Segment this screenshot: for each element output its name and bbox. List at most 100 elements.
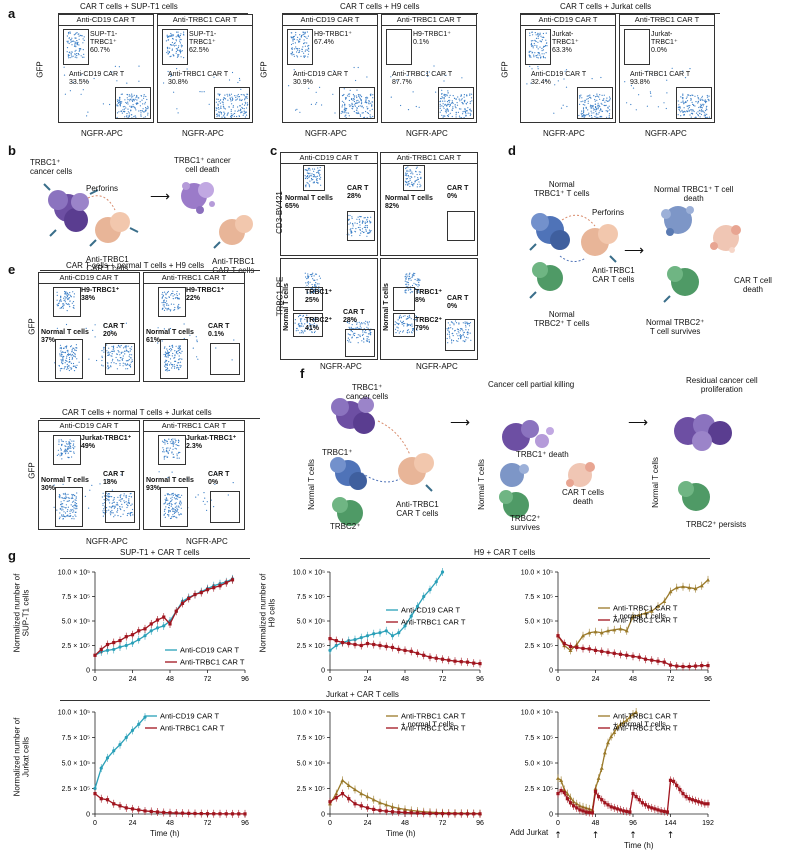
c-gate-label: TRBC1⁺ 25% [305,289,333,304]
g-ytick-label: 7.5 × 10⁵ [62,735,90,742]
a-plot-title: Anti-CD19 CAR T [283,15,377,26]
e-gate [53,435,81,465]
a-dot [232,97,234,100]
g-ytick-label: 0 [549,668,553,675]
g-point [581,633,585,638]
a-dot [215,107,217,109]
a-dot [180,39,182,41]
a-dot [120,110,122,112]
c-gate-label: TRBC2⁺ 41% [305,317,333,332]
g-xtick-label: 0 [328,820,332,827]
a-dot [443,97,445,99]
a-dot [132,104,134,106]
a-dot [118,66,120,68]
g-point [649,609,654,613]
a-dot [682,98,684,100]
a-dot [599,98,601,100]
a-dot [454,106,456,108]
g-point [640,801,644,805]
a-dot [361,106,363,108]
c-dot [309,281,311,283]
g-point [118,804,122,808]
a-dot [348,115,350,117]
a-dot [355,112,357,114]
c-dot [405,275,407,277]
a-dot [226,114,228,116]
c-dot [408,277,410,280]
a-dot [245,111,247,113]
a-dot [171,44,173,46]
a-dot [542,46,544,48]
a-dot [407,109,410,111]
a-dot [226,93,228,95]
a-dot [172,35,174,37]
a-top-label: H9-TRBC1⁺ 0.1% [413,31,451,46]
f-normal-label: Normal T cells [306,459,316,510]
g-point [93,786,97,791]
a-dot [531,45,533,47]
a-dot [454,104,456,106]
a-dot [537,57,539,59]
g-point [118,639,122,643]
a-ylabel-2: GFP [259,61,269,78]
g-point [556,792,560,796]
a-dot [142,108,144,110]
a-dot [686,100,689,102]
e-dot [101,364,103,366]
a-dot [131,97,133,99]
e-car-label: CAR T 0.1% [208,323,230,338]
c-dot [316,279,318,281]
a-dot [599,110,601,112]
a-dot [587,109,589,111]
a-dot [583,116,585,118]
a-dot [445,112,447,114]
g-point [599,630,604,635]
a-dot [586,114,588,116]
g-xtick-label: 0 [556,676,560,683]
a-dot [63,66,65,68]
a-dot [77,53,79,55]
a-top-label: SUP-T1- TRBC1⁺ 60.7% [90,31,118,54]
a-dot [344,112,346,114]
c-dot [311,275,313,278]
a-dot [135,116,137,118]
a-dot [462,102,464,105]
a-dot [447,104,449,106]
a-dot [708,100,710,102]
a-dot [699,110,701,112]
a-dot [238,96,240,98]
g-point [390,645,395,650]
a-dot [245,97,247,99]
a-dot [459,100,461,102]
a-dot [141,99,143,101]
c-dot [348,326,350,328]
a-dot [595,116,597,118]
e-dot [88,358,90,360]
e-dot [183,323,185,325]
f-residual-cancer [674,414,732,451]
a-dot [707,116,709,118]
c-dot [318,275,320,277]
a-dot [170,74,173,77]
g-point [693,799,698,803]
g-ytick-label: 5.0 × 10⁵ [62,619,90,626]
g-point [699,583,704,588]
a-dot [695,112,698,114]
a-dot [530,82,532,84]
a-dot [595,110,597,112]
a-dot [120,101,122,103]
g-point [243,812,247,816]
a-dot [447,99,450,102]
a-dot [299,34,301,36]
a-ylabel-1: GFP [35,61,45,78]
a-dot [232,106,234,108]
g-point [606,803,610,807]
g-point [465,811,470,815]
a-dot [218,114,220,116]
c-dot [356,326,358,328]
a-dot [219,102,221,104]
g-point [562,790,566,795]
g-series-line [329,638,481,665]
a-dot [369,94,371,96]
f-arrow-icon-1: ⟶ [450,414,471,430]
